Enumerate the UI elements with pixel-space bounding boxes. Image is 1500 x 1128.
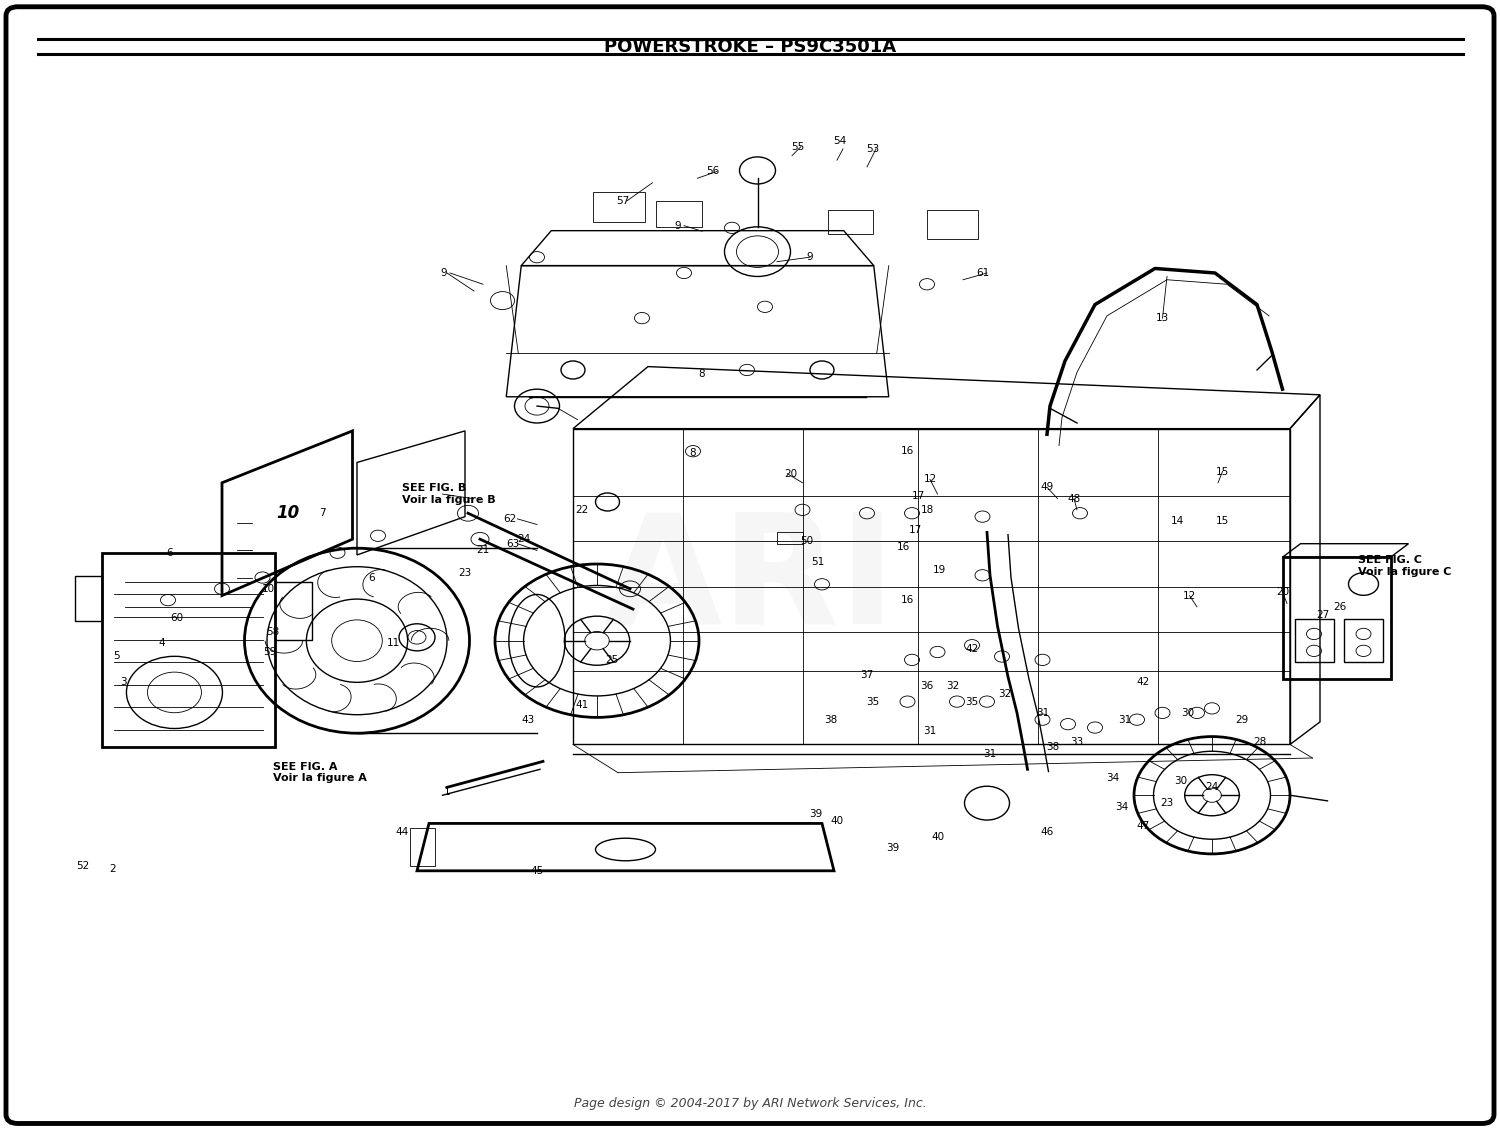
Text: 24: 24: [1206, 783, 1218, 792]
Text: 9: 9: [675, 221, 681, 230]
Text: 21: 21: [477, 546, 489, 555]
Text: 31: 31: [924, 726, 936, 735]
Text: 10: 10: [276, 504, 300, 522]
Text: 41: 41: [576, 700, 588, 710]
Text: 34: 34: [1116, 802, 1128, 811]
Text: 23: 23: [459, 569, 471, 578]
Text: 50: 50: [801, 537, 813, 546]
Text: 60: 60: [171, 614, 183, 623]
Text: 22: 22: [576, 505, 588, 514]
Text: 42: 42: [966, 644, 978, 653]
Text: 4: 4: [159, 638, 165, 647]
Text: 32: 32: [946, 681, 958, 690]
Text: 38: 38: [825, 715, 837, 724]
Text: 14: 14: [1172, 517, 1184, 526]
Text: 10: 10: [262, 584, 274, 593]
Text: 20: 20: [784, 469, 796, 478]
Text: 54: 54: [834, 136, 846, 146]
Text: 42: 42: [1137, 678, 1149, 687]
Text: 28: 28: [1254, 738, 1266, 747]
Text: 46: 46: [1041, 828, 1053, 837]
Text: SEE FIG. C
Voir la figure C: SEE FIG. C Voir la figure C: [1358, 555, 1450, 578]
Text: 16: 16: [902, 447, 914, 456]
Text: 24: 24: [518, 535, 530, 544]
Text: 17: 17: [909, 526, 921, 535]
Text: 20: 20: [1276, 588, 1288, 597]
Text: 8: 8: [690, 449, 696, 458]
Text: 18: 18: [921, 505, 933, 514]
Text: 43: 43: [522, 715, 534, 724]
Text: 8: 8: [699, 370, 705, 379]
Text: 15: 15: [1216, 467, 1228, 476]
Text: 55: 55: [792, 142, 804, 151]
Text: 7: 7: [320, 509, 326, 518]
Text: 17: 17: [912, 492, 924, 501]
Text: 9: 9: [807, 253, 813, 262]
Text: 23: 23: [1161, 799, 1173, 808]
Text: 16: 16: [897, 543, 909, 552]
Text: 35: 35: [867, 697, 879, 706]
Text: 6: 6: [369, 573, 375, 582]
Text: 12: 12: [924, 475, 936, 484]
Text: 52: 52: [76, 862, 88, 871]
Text: 31: 31: [984, 749, 996, 758]
Text: SEE FIG. B
Voir la figure B: SEE FIG. B Voir la figure B: [402, 483, 495, 505]
Text: 63: 63: [507, 539, 519, 548]
Text: 44: 44: [396, 828, 408, 837]
Text: 27: 27: [1317, 610, 1329, 619]
Text: 31: 31: [1036, 708, 1048, 717]
Text: 34: 34: [1107, 774, 1119, 783]
Text: 19: 19: [933, 565, 945, 574]
Text: 30: 30: [1182, 708, 1194, 717]
Text: 59: 59: [264, 647, 276, 656]
Text: 13: 13: [1156, 314, 1168, 323]
Text: 57: 57: [616, 196, 628, 205]
Text: 40: 40: [831, 817, 843, 826]
Text: 12: 12: [1184, 591, 1196, 600]
Text: 39: 39: [886, 844, 898, 853]
Text: 47: 47: [1137, 821, 1149, 830]
FancyBboxPatch shape: [6, 7, 1494, 1123]
Text: 32: 32: [999, 689, 1011, 698]
Text: 53: 53: [867, 144, 879, 153]
Text: 31: 31: [1119, 715, 1131, 724]
Text: 15: 15: [1216, 517, 1228, 526]
Text: Page design © 2004-2017 by ARI Network Services, Inc.: Page design © 2004-2017 by ARI Network S…: [573, 1096, 927, 1110]
Text: 39: 39: [810, 810, 822, 819]
Text: 56: 56: [706, 167, 718, 176]
Text: ARI: ARI: [603, 506, 897, 655]
Text: 38: 38: [1047, 742, 1059, 751]
Text: SEE FIG. A
Voir la figure A: SEE FIG. A Voir la figure A: [273, 761, 368, 784]
Text: 16: 16: [902, 596, 914, 605]
Text: 5: 5: [114, 652, 120, 661]
Text: 29: 29: [1236, 715, 1248, 724]
Text: 30: 30: [1174, 776, 1186, 785]
Text: 58: 58: [267, 627, 279, 636]
Text: 2: 2: [110, 864, 116, 873]
Text: 45: 45: [531, 866, 543, 875]
Text: 37: 37: [861, 670, 873, 679]
Text: 6: 6: [166, 548, 172, 557]
Text: 35: 35: [966, 697, 978, 706]
Text: 48: 48: [1068, 494, 1080, 503]
Text: 9: 9: [441, 268, 447, 277]
Text: POWERSTROKE – PS9C3501A: POWERSTROKE – PS9C3501A: [604, 38, 896, 55]
Text: 61: 61: [976, 268, 988, 277]
Text: 3: 3: [120, 678, 126, 687]
Text: 25: 25: [606, 655, 618, 664]
Text: 51: 51: [812, 557, 824, 566]
Text: 36: 36: [921, 681, 933, 690]
Text: 33: 33: [1071, 738, 1083, 747]
Text: 40: 40: [932, 832, 944, 841]
Text: 1: 1: [444, 787, 450, 796]
Text: 62: 62: [504, 514, 516, 523]
Text: 11: 11: [387, 638, 399, 647]
Text: 49: 49: [1041, 483, 1053, 492]
Text: 26: 26: [1334, 602, 1346, 611]
